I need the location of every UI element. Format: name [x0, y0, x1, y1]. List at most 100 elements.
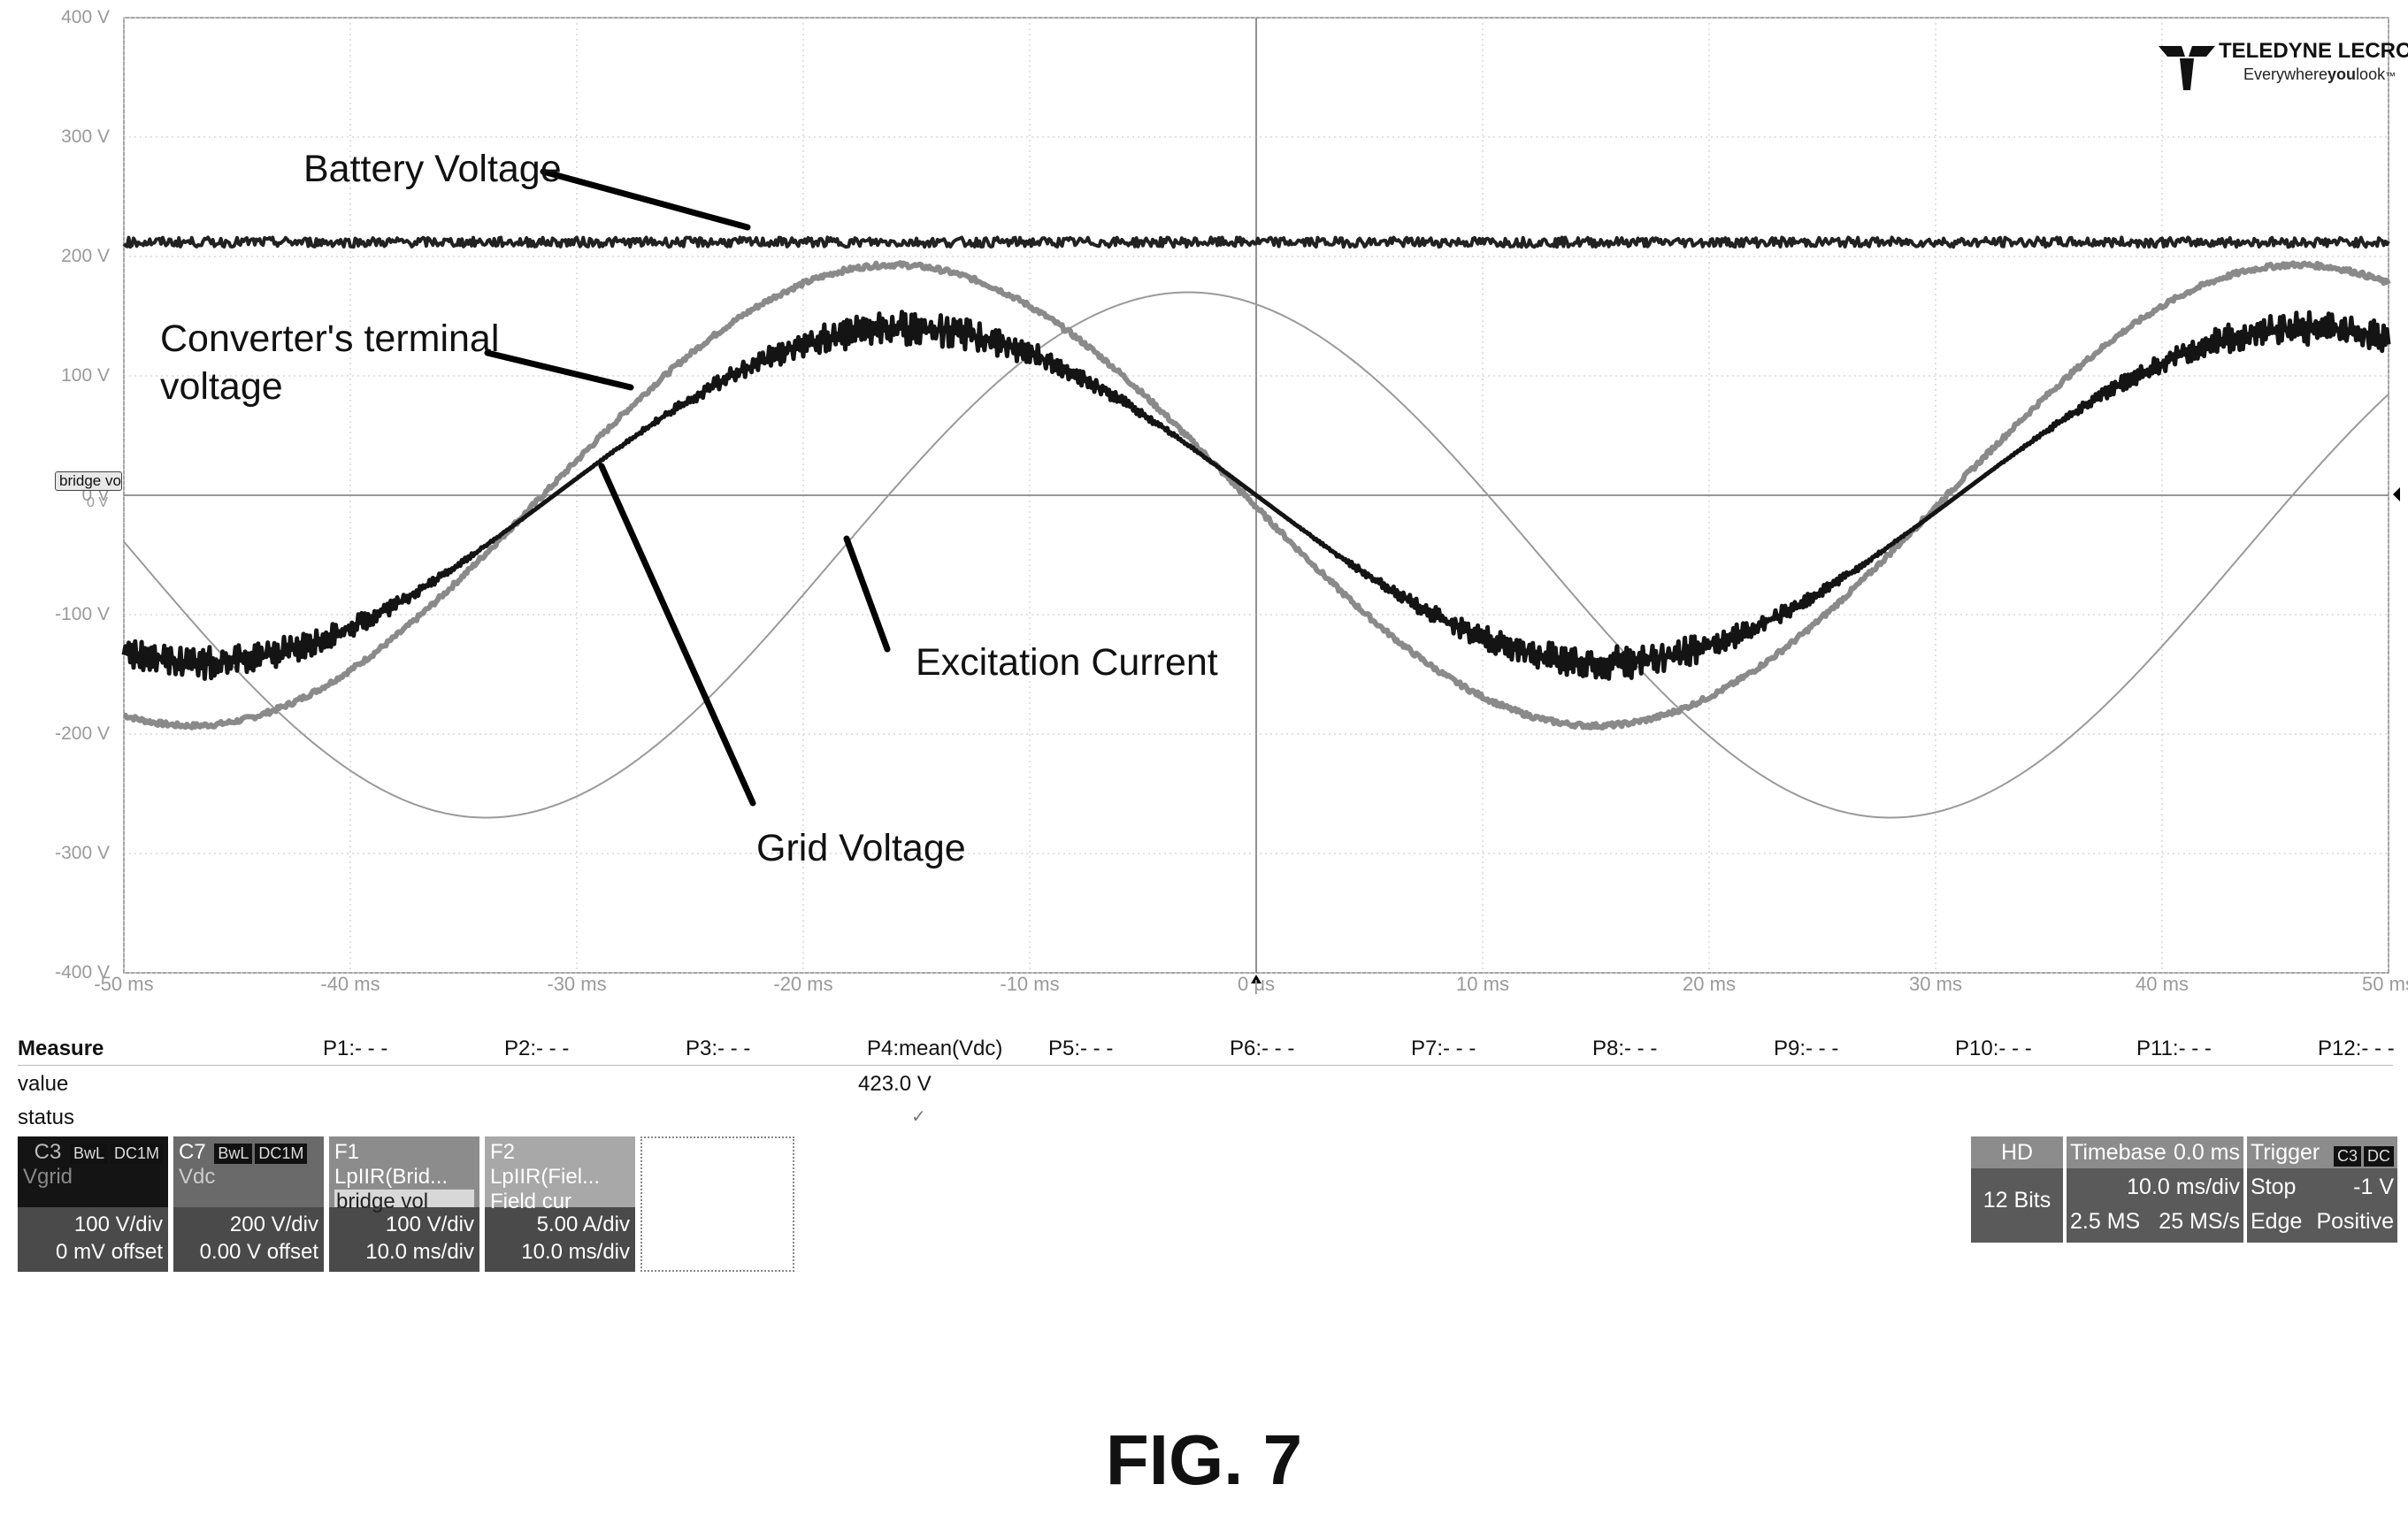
trigger-source-tag: C3: [2333, 1146, 2361, 1167]
sample-count: 2.5 MS: [2070, 1209, 2141, 1234]
c7-coupling-tag: DC1M: [255, 1144, 308, 1164]
channel-c3-box[interactable]: C3 BwL DC1M Vgrid 100 V/div 0 mV offset: [18, 1136, 168, 1272]
channel-f1-scale: 100 V/div: [385, 1213, 474, 1236]
channel-c7-scale: 200 V/div: [229, 1213, 318, 1236]
x-tick-label: -40 ms: [320, 973, 380, 995]
y-tick-label: 200 V: [61, 246, 110, 266]
measure-header: Measure: [18, 1037, 104, 1060]
trigger-mode: Stop: [2251, 1175, 2297, 1199]
x-tick-label: 30 ms: [1909, 973, 1962, 995]
empty-channel-slot[interactable]: [640, 1136, 794, 1272]
y-tick-label: 100 V: [61, 365, 110, 386]
annotation-converter-voltage: Converter's terminal voltage: [160, 318, 500, 408]
channel-c7-sub: Vdc: [179, 1165, 216, 1189]
measure-status-row-label: status: [18, 1106, 75, 1129]
series-grid-voltage: [121, 310, 2391, 681]
annotation-excitation-current: Excitation Current: [916, 641, 1218, 684]
teledyne-lecroy-logo: TELEDYNE LECROY Everywhereyoulook™: [2159, 35, 2408, 97]
y-tick-label: -300 V: [55, 843, 110, 863]
trigger-coupling-tag: DC: [2364, 1146, 2394, 1167]
y-tick-label: 300 V: [61, 126, 110, 147]
channel-f1-name: F1: [334, 1140, 360, 1164]
trigger-level: -1 V: [2353, 1175, 2394, 1199]
x-tick-label: 20 ms: [1683, 973, 1736, 995]
x-tick-label: 50 ms: [2362, 973, 2408, 995]
measure-param-5[interactable]: P5:- - -: [1048, 1037, 1114, 1060]
trigger-box[interactable]: Trigger C3 DC Stop -1 V Edge Positive: [2247, 1136, 2397, 1243]
measure-param-11[interactable]: P11:- - -: [2136, 1037, 2212, 1060]
battery-arrow: [540, 168, 751, 231]
trigger-slope: Positive: [2316, 1209, 2394, 1234]
timebase-div: 10.0 ms/div: [2127, 1175, 2240, 1199]
channel-marker[interactable]: bridge vol: [55, 471, 122, 491]
measure-param-3[interactable]: P3:- - -: [686, 1037, 751, 1060]
x-tick-label: -20 ms: [773, 973, 833, 995]
waveforms: [121, 235, 2391, 819]
logo-tagline: Everywhereyoulook™: [2243, 65, 2396, 83]
trigger-label: Trigger: [2251, 1140, 2320, 1165]
y-tick-label: -400 V: [55, 962, 110, 983]
figure-label: FIG. 7: [1105, 1420, 1303, 1499]
series-excitation-current: [123, 291, 2389, 819]
logo-mark-icon: [2159, 46, 2215, 90]
c3-bwl-tag: BwL: [69, 1144, 108, 1164]
c7-bwl-tag: BwL: [214, 1144, 253, 1164]
channel-c7-name: C7: [179, 1140, 206, 1164]
channel-c3-name: C3: [34, 1140, 62, 1164]
hd-label: HD: [1971, 1136, 2063, 1168]
channel-f2-offset: 10.0 ms/div: [521, 1240, 630, 1265]
grid-lines: [123, 17, 2389, 974]
trigger-type: Edge: [2251, 1209, 2303, 1234]
channel-c3-scale: 100 V/div: [73, 1213, 163, 1236]
channel-c3-offset: 0 mV offset: [56, 1240, 163, 1265]
y-tick-label: 400 V: [61, 7, 110, 27]
timebase-label: Timebase: [2070, 1140, 2166, 1165]
channel-f1-box[interactable]: F1 LpIIR(Brid... bridge vol 100 V/div 10.0…: [329, 1136, 479, 1272]
measure-param-12[interactable]: P12:- - -: [2318, 1037, 2395, 1060]
measure-param-2[interactable]: P2:- - -: [504, 1037, 570, 1060]
measure-param-10[interactable]: P10:- - -: [1955, 1037, 2032, 1060]
p4-value: 423.0 V: [858, 1072, 932, 1096]
measure-value-row-label: value: [18, 1072, 69, 1096]
measure-param-7[interactable]: P7:- - -: [1411, 1037, 1476, 1060]
bits-label: 12 Bits: [1982, 1188, 2051, 1213]
channel-c7-box[interactable]: C7 BwL DC1M Vdc 200 V/div 0.00 V offset: [173, 1136, 324, 1272]
x-tick-label: 0 μs: [1237, 973, 1276, 995]
excitation-arrow: [843, 535, 891, 653]
channel-f2-func: LpIIR(Fiel...: [490, 1165, 601, 1189]
annotation-grid-voltage: Grid Voltage: [756, 827, 966, 869]
right-zero-marker: [2393, 487, 2400, 501]
annotation-arrows: [484, 168, 891, 807]
y-tick-label: -200 V: [55, 723, 110, 744]
annotation-battery-voltage: Battery Voltage: [303, 148, 562, 190]
channel-f2-box[interactable]: F2 LpIIR(Fiel... Field cur 5.00 A/div 10.0…: [485, 1136, 635, 1272]
timebase-delay: 0.0 ms: [2173, 1140, 2240, 1165]
channel-f2-name: F2: [490, 1140, 516, 1164]
channel-f2-sub: Field cur: [490, 1190, 572, 1213]
converter-arrow: [484, 349, 634, 391]
channel-f1-offset: 10.0 ms/div: [365, 1240, 474, 1265]
series-battery-voltage: [122, 235, 2390, 249]
timebase-box[interactable]: Timebase 0.0 ms 10.0 ms/div 2.5 MS 25 MS…: [2067, 1136, 2243, 1243]
c3-coupling-tag: DC1M: [110, 1144, 163, 1164]
measure-divider: [18, 1065, 2393, 1066]
channel-f2-scale: 5.00 A/div: [536, 1213, 630, 1236]
measure-param-8[interactable]: P8:- - -: [1592, 1037, 1658, 1060]
x-tick-label: -30 ms: [547, 973, 607, 995]
zero-level-label: 0 V: [87, 495, 109, 510]
trigger-position-marker: [1251, 975, 1262, 983]
sample-rate: 25 MS/s: [2159, 1209, 2240, 1234]
measure-param-1[interactable]: P1:- - -: [323, 1037, 388, 1060]
x-tick-label: -10 ms: [1000, 973, 1060, 995]
channel-c7-offset: 0.00 V offset: [199, 1240, 318, 1265]
channel-f1-func: LpIIR(Brid...: [334, 1165, 449, 1189]
grid-arrow: [598, 463, 756, 807]
measure-param-6[interactable]: P6:- - -: [1230, 1037, 1295, 1060]
measure-param-4[interactable]: P4:mean(Vdc): [867, 1037, 1003, 1060]
x-tick-label: -50 ms: [94, 973, 154, 995]
measure-param-9[interactable]: P9:- - -: [1774, 1037, 1839, 1060]
logo-brand: TELEDYNE LECROY: [2219, 39, 2408, 63]
hd-box[interactable]: HD 12 Bits: [1971, 1136, 2063, 1243]
p4-status-check: ✓: [911, 1107, 926, 1127]
